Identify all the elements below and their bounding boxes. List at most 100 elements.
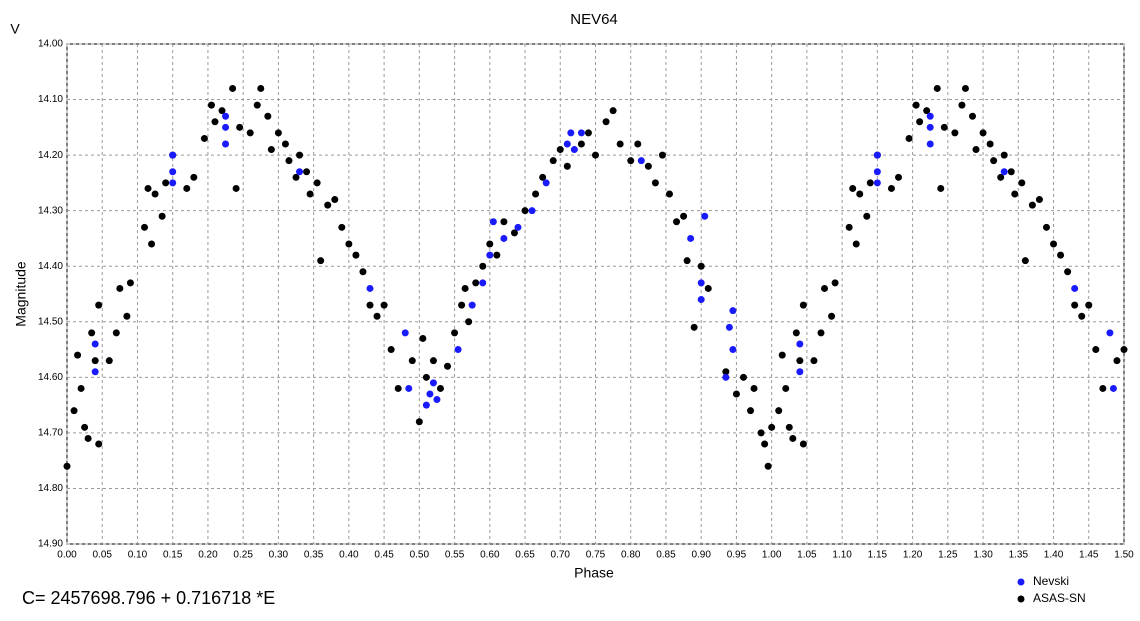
data-point bbox=[338, 223, 346, 231]
data-point bbox=[916, 118, 924, 126]
data-point bbox=[514, 223, 522, 231]
data-point bbox=[1092, 346, 1100, 354]
data-point bbox=[236, 123, 244, 131]
x-tick-label: 1.00 bbox=[762, 550, 782, 561]
data-point bbox=[190, 173, 198, 181]
data-point bbox=[563, 140, 571, 148]
data-point bbox=[673, 218, 681, 226]
data-point bbox=[521, 207, 529, 215]
x-tick-label: 1.40 bbox=[1044, 550, 1064, 561]
data-point bbox=[148, 240, 156, 248]
data-point bbox=[444, 362, 452, 370]
x-tick-label: 0.25 bbox=[233, 550, 253, 561]
data-point bbox=[570, 146, 578, 154]
data-point bbox=[986, 140, 994, 148]
data-point bbox=[162, 179, 170, 187]
data-point bbox=[465, 318, 473, 326]
data-point bbox=[697, 262, 705, 270]
data-point bbox=[528, 207, 536, 215]
data-point bbox=[380, 301, 388, 309]
data-point bbox=[796, 368, 804, 376]
data-point bbox=[873, 151, 881, 159]
data-point bbox=[401, 329, 409, 337]
data-point bbox=[933, 84, 941, 92]
data-point bbox=[229, 84, 237, 92]
data-point bbox=[211, 118, 219, 126]
data-point bbox=[200, 134, 208, 142]
data-point bbox=[644, 162, 652, 170]
data-point bbox=[141, 223, 149, 231]
x-tick-label: 1.45 bbox=[1079, 550, 1099, 561]
data-point bbox=[74, 351, 82, 359]
data-point bbox=[468, 301, 476, 309]
data-point bbox=[253, 101, 261, 109]
data-point bbox=[95, 440, 103, 448]
data-point bbox=[436, 384, 444, 392]
data-point bbox=[577, 129, 585, 137]
data-point bbox=[461, 284, 469, 292]
data-point bbox=[729, 346, 737, 354]
data-point bbox=[1120, 346, 1128, 354]
x-tick-label: 0.55 bbox=[445, 550, 465, 561]
data-point bbox=[1000, 151, 1008, 159]
data-point bbox=[222, 140, 230, 148]
data-point bbox=[683, 257, 691, 265]
data-point bbox=[785, 423, 793, 431]
data-point bbox=[267, 146, 275, 154]
data-point bbox=[207, 101, 215, 109]
data-point bbox=[1018, 179, 1026, 187]
data-point bbox=[257, 84, 265, 92]
y-tick-label: 14.50 bbox=[38, 316, 63, 327]
y-tick-label: 14.40 bbox=[38, 261, 63, 272]
data-point bbox=[972, 146, 980, 154]
data-point bbox=[366, 284, 374, 292]
data-point bbox=[77, 384, 85, 392]
data-point bbox=[345, 240, 353, 248]
data-point bbox=[739, 373, 747, 381]
data-point bbox=[84, 434, 92, 442]
data-point bbox=[1071, 301, 1079, 309]
data-point bbox=[951, 129, 959, 137]
data-point bbox=[1000, 168, 1008, 176]
data-point bbox=[697, 296, 705, 304]
data-point bbox=[856, 190, 864, 198]
data-point bbox=[961, 84, 969, 92]
data-point bbox=[352, 251, 360, 259]
data-point bbox=[303, 168, 311, 176]
x-tick-label: 1.10 bbox=[832, 550, 852, 561]
legend-marker bbox=[1017, 578, 1025, 586]
data-point bbox=[704, 284, 712, 292]
data-point bbox=[144, 184, 152, 192]
data-point bbox=[500, 234, 508, 242]
data-point bbox=[422, 401, 430, 409]
x-tick-label: 1.20 bbox=[903, 550, 923, 561]
data-point bbox=[747, 407, 755, 415]
y-tick-label: 14.10 bbox=[38, 94, 63, 105]
data-point bbox=[105, 357, 113, 365]
data-point bbox=[926, 140, 934, 148]
data-point bbox=[775, 407, 783, 415]
data-point bbox=[863, 212, 871, 220]
data-point bbox=[169, 179, 177, 187]
data-point bbox=[1113, 357, 1121, 365]
chart-title: NEV64 bbox=[570, 11, 618, 28]
data-point bbox=[126, 279, 134, 287]
data-point bbox=[123, 312, 131, 320]
data-point bbox=[690, 323, 698, 331]
data-point bbox=[563, 162, 571, 170]
x-axis-label: Phase bbox=[574, 565, 614, 581]
data-point bbox=[990, 157, 998, 165]
data-point bbox=[592, 151, 599, 159]
data-point bbox=[91, 357, 99, 365]
data-point bbox=[665, 190, 673, 198]
data-point bbox=[729, 307, 737, 315]
data-point bbox=[757, 429, 765, 437]
data-point bbox=[81, 423, 89, 431]
data-point bbox=[91, 368, 99, 376]
data-point bbox=[479, 279, 487, 287]
x-tick-label: 0.80 bbox=[621, 550, 641, 561]
x-tick-label: 1.30 bbox=[973, 550, 993, 561]
data-point bbox=[373, 312, 381, 320]
data-point bbox=[912, 101, 920, 109]
